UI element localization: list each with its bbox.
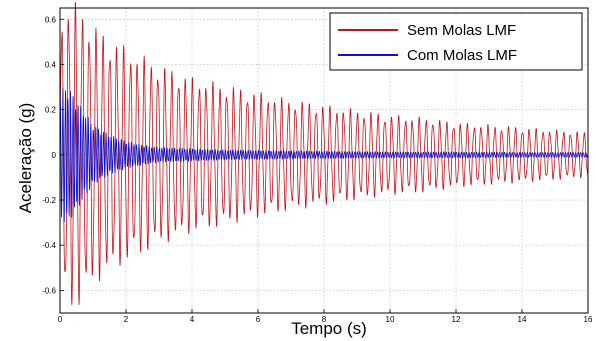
x-tick-label-3: 6 <box>256 315 261 324</box>
x-tick-label-1: 2 <box>124 315 129 324</box>
y-tick-label-1: -0.4 <box>42 241 56 250</box>
x-tick-label-2: 4 <box>190 315 195 324</box>
x-tick-label-6: 12 <box>452 315 461 324</box>
y-tick-label-2: -0.2 <box>42 196 56 205</box>
series-line-com-molas-lmf <box>59 88 589 223</box>
legend-box <box>329 12 583 71</box>
y-tick-label-4: 0.2 <box>45 106 57 115</box>
x-tick-label-7: 14 <box>518 315 527 324</box>
ticks: 0 2 4 6 8 10 12 14 16 -0.6 -0.4 -0.2 0 0.2 0.4 0.6 <box>42 15 593 324</box>
series-layer <box>59 2 589 306</box>
x-tick-label-5: 10 <box>386 315 395 324</box>
x-tick-label-4: 8 <box>322 315 327 324</box>
y-tick-label-5: 0.4 <box>45 60 57 69</box>
y-tick-label-3: 0 <box>52 151 57 160</box>
legend-label-sem-molas: Sem Molas LMF <box>407 22 516 39</box>
y-axis-label: Aceleração (g) <box>16 103 35 214</box>
legend: Sem Molas LMF Com Molas LMF <box>329 12 583 71</box>
x-axis-label: Tempo (s) <box>291 319 367 338</box>
x-tick-label-8: 16 <box>584 315 593 324</box>
legend-label-com-molas: Com Molas LMF <box>407 47 517 64</box>
y-tick-label-6: 0.6 <box>45 15 57 24</box>
y-tick-label-0: -0.6 <box>42 286 56 295</box>
x-tick-label-0: 0 <box>58 315 63 324</box>
